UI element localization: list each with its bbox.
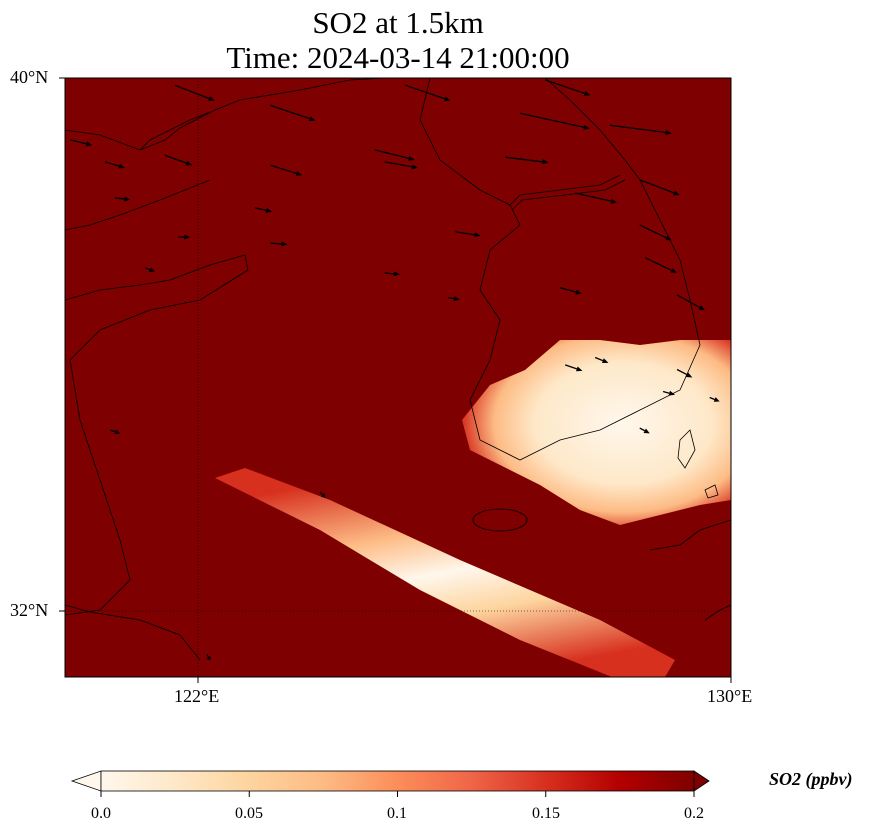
wind-arrow xyxy=(505,156,549,165)
wind-arrow xyxy=(269,104,316,122)
wind-arrow xyxy=(178,234,191,240)
wind-arrow xyxy=(405,84,451,102)
wind-arrow xyxy=(447,296,460,302)
colorbar-max-extend xyxy=(693,770,710,792)
coastlines xyxy=(65,78,731,661)
map-frame xyxy=(64,77,732,678)
wind-arrow xyxy=(544,79,591,96)
wind-arrow xyxy=(319,491,326,498)
wind-arrow xyxy=(384,161,418,170)
wind-arrow xyxy=(676,294,706,311)
so2-plume-diagonal xyxy=(215,468,675,677)
wind-arrow xyxy=(114,196,131,202)
colorbar-tick-label: 0.1 xyxy=(387,805,407,822)
lon-label-122e: 122°E xyxy=(174,686,220,706)
colorbar-min-extend xyxy=(70,770,102,792)
wind-arrow xyxy=(455,231,481,238)
wind-arrow xyxy=(270,241,288,247)
wind-arrow xyxy=(564,364,583,372)
colorbar-tick-label: 0.0 xyxy=(91,805,111,822)
wind-arrow xyxy=(676,368,693,378)
wind-arrow xyxy=(384,271,400,277)
wind-arrow xyxy=(644,257,678,274)
colorbar-tick-label: 0.2 xyxy=(684,805,704,822)
wind-arrow xyxy=(206,654,211,661)
plot-time: Time: 2024-03-14 21:00:00 xyxy=(226,40,570,75)
wind-arrow xyxy=(639,179,680,196)
wind-arrow xyxy=(609,124,672,135)
wind-arrow xyxy=(70,139,93,147)
lat-label-32n: 32°N xyxy=(10,600,49,620)
colorbar-tick-label: 0.15 xyxy=(532,805,560,822)
wind-arrow xyxy=(104,161,125,169)
lat-label-40n: 40°N xyxy=(10,67,49,87)
wind-arrow xyxy=(639,427,650,434)
wind-arrow xyxy=(709,396,720,402)
wind-arrow xyxy=(559,287,582,295)
wind-arrow xyxy=(594,356,609,363)
lon-label-130e: 130°E xyxy=(707,686,753,706)
wind-arrow xyxy=(575,192,618,204)
wind-arrow xyxy=(174,84,215,101)
wind-arrow xyxy=(269,164,303,176)
wind-arrow xyxy=(519,112,590,130)
colorbar xyxy=(100,770,695,792)
wind-arrow xyxy=(164,154,193,166)
colorbar-label: SO2 (ppbv) xyxy=(769,769,853,789)
wind-arrow xyxy=(144,267,155,273)
wind-arrow xyxy=(254,207,273,213)
wind-vectors xyxy=(70,79,720,661)
wind-arrow xyxy=(639,224,672,241)
wind-arrow xyxy=(374,149,415,161)
colorbar-tick-label: 0.05 xyxy=(235,805,263,822)
plot-title: SO2 at 1.5km xyxy=(312,5,484,40)
wind-arrow xyxy=(110,429,121,435)
wind-arrow xyxy=(662,390,676,396)
so2-plume-korea xyxy=(462,340,731,525)
